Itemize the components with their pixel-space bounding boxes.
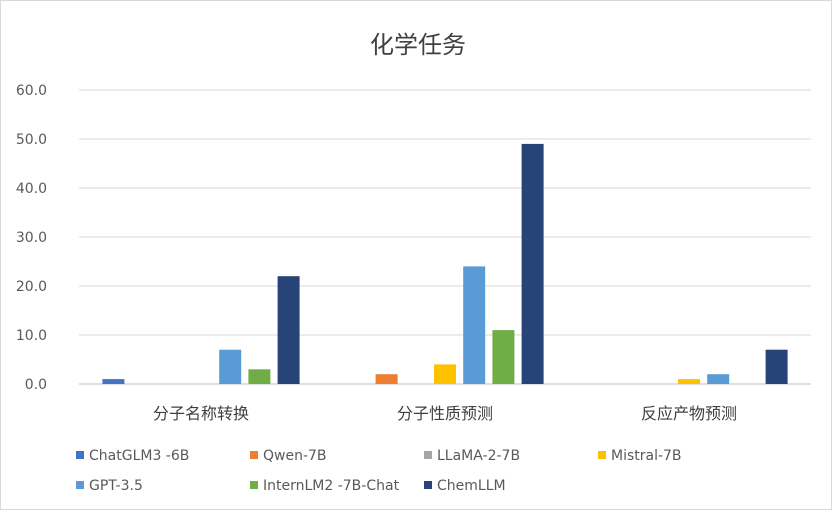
legend-label: Qwen-7B: [263, 448, 327, 464]
legend-swatch: [424, 481, 432, 489]
y-tick-label: 50.0: [16, 132, 47, 148]
gridlines: [79, 89, 811, 385]
legend-label: ChatGLM3 -6B: [89, 448, 189, 464]
bar-chemllm-0: [277, 276, 300, 384]
y-tick-label: 40.0: [16, 181, 47, 197]
bar-qwen-7b-1: [375, 374, 398, 384]
x-category-label: 反应产物预测: [641, 404, 737, 423]
legend-swatch: [76, 451, 84, 459]
legend-swatch: [250, 481, 258, 489]
bar-chemllm-1: [521, 143, 544, 384]
legend-swatch: [76, 481, 84, 489]
legend-label: LLaMA-2-7B: [437, 448, 520, 464]
bar-chatglm3-6b-0: [102, 379, 125, 384]
bar-internlm2-7b-chat-0: [248, 369, 271, 384]
y-tick-label: 10.0: [16, 328, 47, 344]
x-category-label: 分子名称转换: [153, 404, 249, 423]
x-category-label: 分子性质预测: [397, 404, 493, 423]
y-tick-label: 60.0: [16, 83, 47, 99]
y-tick-label: 30.0: [16, 230, 47, 246]
y-tick-label: 20.0: [16, 279, 47, 295]
legend-swatch: [598, 451, 606, 459]
legend-swatch: [250, 451, 258, 459]
legend-label: ChemLLM: [437, 478, 506, 494]
chart-title: 化学任务: [370, 31, 466, 59]
bar-mistral-7b-1: [434, 364, 456, 384]
bar-gpt-3.5-2: [707, 374, 730, 384]
bars: [102, 143, 788, 384]
legend-swatch: [424, 451, 432, 459]
legend: ChatGLM3 -6B Qwen-7B LLaMA-2-7B Mistral-7B G…: [76, 448, 682, 494]
y-axis-ticks: 0.0 10.0 20.0 30.0 40.0 50.0 60.0: [16, 83, 47, 393]
bar-gpt-3.5-1: [463, 266, 486, 384]
legend-label: Mistral-7B: [611, 448, 682, 464]
x-axis-categories: 分子名称转换 分子性质预测 反应产物预测: [153, 404, 737, 423]
bar-internlm2-7b-chat-1: [492, 330, 515, 384]
bar-gpt-3.5-0: [219, 349, 242, 384]
bar-chemllm-2: [765, 349, 788, 384]
legend-label: GPT-3.5: [89, 478, 143, 494]
legend-label: InternLM2 -7B-Chat: [263, 478, 400, 494]
y-tick-label: 0.0: [25, 377, 47, 393]
bar-mistral-7b-2: [678, 379, 700, 384]
